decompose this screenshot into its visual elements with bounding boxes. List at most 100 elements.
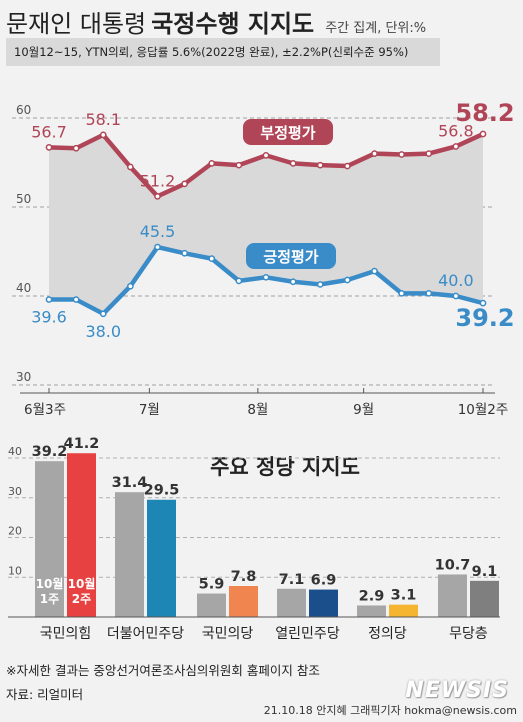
bar-week2 <box>470 580 499 617</box>
bar-week1 <box>35 461 64 617</box>
approval-line-chart: 60 50 40 30 56.7 58.1 51.2 56.858.2 39.6 38.0 45.5… <box>12 99 515 418</box>
positive-point <box>99 310 107 318</box>
positive-point <box>154 243 161 251</box>
negative-value-label: 58.1 <box>85 110 121 129</box>
negative-point <box>425 150 433 157</box>
negative-value-label: 56.8 <box>438 121 474 140</box>
positive-point <box>127 282 134 290</box>
bar-value-label: 9.1 <box>472 564 498 580</box>
legend-week2-2: 2주 <box>72 592 91 606</box>
positive-value-label: 39.2 <box>455 304 514 332</box>
bar-value-label: 31.4 <box>112 475 148 491</box>
negative-point <box>235 161 243 169</box>
positive-legend <box>246 243 336 269</box>
bar-y-tick-label: 20 <box>8 525 22 538</box>
positive-point <box>72 296 80 303</box>
negative-legend-label: 부정평가 <box>260 124 315 142</box>
positive-point <box>452 292 460 300</box>
positive-point <box>45 296 53 303</box>
unit-label: 주간 집계, 단위:% <box>325 21 427 36</box>
bar-category-label: 더불어민주당 <box>107 626 184 642</box>
bar-value-label: 41.2 <box>64 436 100 452</box>
positive-point <box>289 278 297 286</box>
bar-value-label: 7.8 <box>231 569 257 585</box>
bar-category-label: 국민의힘 <box>40 626 92 642</box>
bar-week1 <box>197 593 226 617</box>
positive-point <box>208 255 216 262</box>
bar-value-label: 7.1 <box>279 572 305 588</box>
bar-value-label: 5.9 <box>199 577 225 593</box>
negative-point <box>181 180 188 188</box>
negative-point <box>344 162 351 170</box>
positive-point <box>425 289 433 297</box>
x-tick-label: 7월 <box>139 402 160 418</box>
positive-point <box>398 289 405 297</box>
bar-week2 <box>309 589 338 617</box>
y-tick-label: 40 <box>16 281 31 295</box>
bar-value-label: 10.7 <box>435 557 471 573</box>
bar-category-label: 무당층 <box>449 626 488 642</box>
negative-point <box>371 150 378 157</box>
bar-week1 <box>115 492 144 617</box>
y-tick-label: 30 <box>16 370 31 384</box>
source: 자료: 리얼미터 <box>6 687 84 702</box>
x-tick-label: 8월 <box>247 402 268 418</box>
page-title: 문재인 대통령 국정수행 지지도 주간 집계, 단위:% <box>6 4 426 39</box>
bar-value-label: 2.9 <box>359 588 385 604</box>
negative-point <box>154 192 161 200</box>
bar-category-label: 정의당 <box>368 626 407 642</box>
positive-point <box>479 299 487 307</box>
negative-value-label: 56.7 <box>31 122 67 141</box>
negative-point <box>289 160 297 167</box>
positive-value-label: 45.5 <box>140 222 176 241</box>
bar-week1 <box>357 605 386 617</box>
bar-chart-title: 주요 정당 지지도 <box>210 455 360 479</box>
negative-point <box>208 160 216 167</box>
newsis-logo: NEWSIS <box>405 678 509 703</box>
bar-week2 <box>147 499 176 617</box>
bar-y-tick-label: 30 <box>8 485 22 498</box>
bar-week1 <box>438 574 467 617</box>
negative-point <box>316 161 324 169</box>
x-tick-label: 6월3주 <box>24 402 66 418</box>
bar-category-label: 국민의당 <box>202 626 254 642</box>
negative-point <box>72 144 80 152</box>
legend-week1-2: 1주 <box>40 592 59 606</box>
negative-value-label: 58.2 <box>455 99 514 127</box>
positive-point <box>316 281 324 288</box>
positive-value-label: 38.0 <box>85 322 121 341</box>
negative-point <box>479 130 487 138</box>
legend-week1: 10월 <box>36 576 64 591</box>
bar-value-label: 6.9 <box>311 573 337 589</box>
negative-point <box>398 151 405 158</box>
y-tick-label: 50 <box>16 192 31 206</box>
negative-legend <box>243 119 333 145</box>
footnote: ※자세한 결과는 중앙선거여론조사심의위원회 홈페이지 참조 <box>6 663 320 678</box>
positive-value-label: 40.0 <box>438 271 474 290</box>
positive-point <box>371 267 378 275</box>
bar-week2 <box>229 585 258 617</box>
negative-point <box>99 131 107 139</box>
negative-value-label: 51.2 <box>140 171 176 190</box>
negative-point <box>262 152 270 159</box>
positive-point <box>181 249 188 257</box>
bar-week1 <box>277 588 306 617</box>
negative-point <box>45 144 53 151</box>
x-tick-label: 9월 <box>353 402 374 418</box>
positive-point <box>344 276 351 284</box>
bar-value-label: 29.5 <box>144 483 180 499</box>
positive-point <box>235 277 243 285</box>
positive-point <box>262 273 270 281</box>
bar-value-label: 3.1 <box>391 588 417 604</box>
negative-point <box>452 143 460 150</box>
negative-point <box>127 163 134 171</box>
title-bold: 국정수행 지지도 <box>151 10 315 38</box>
bar-week2 <box>67 453 96 617</box>
legend-week2: 10월 <box>68 576 96 591</box>
bar-category-label: 열린민주당 <box>275 626 340 642</box>
bar-y-tick-label: 10 <box>8 564 22 577</box>
positive-value-label: 39.6 <box>31 308 67 327</box>
positive-legend-label: 긍정평가 <box>263 248 318 266</box>
bar-y-tick-label: 40 <box>8 445 22 458</box>
